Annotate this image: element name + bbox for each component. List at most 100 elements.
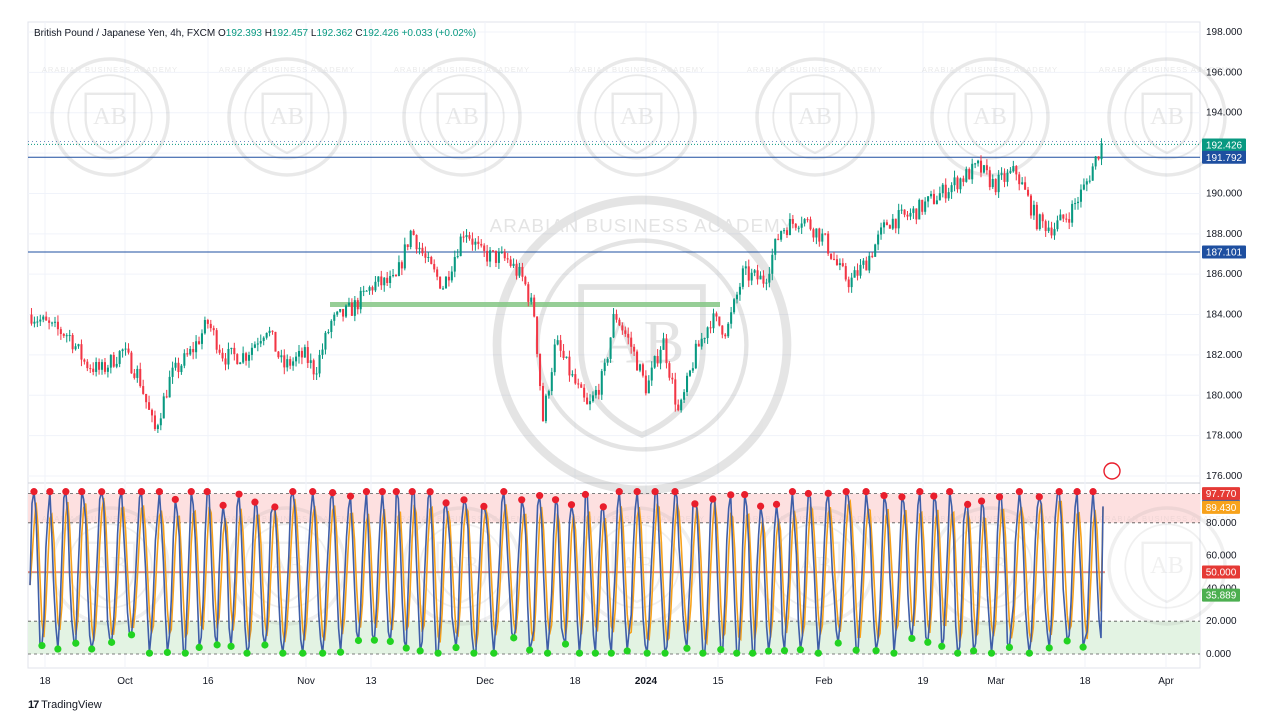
candle-body xyxy=(1088,180,1091,182)
candle-body xyxy=(1071,203,1074,223)
candle-body xyxy=(812,229,815,238)
overbought-dot xyxy=(219,501,227,509)
osc-tick-label: 0.000 xyxy=(1206,649,1231,660)
candle-body xyxy=(195,341,198,353)
time-tick-label: Dec xyxy=(476,676,494,687)
candle-body xyxy=(468,235,471,239)
candle-body xyxy=(56,321,59,330)
candle-body xyxy=(841,263,844,267)
price-tick-label: 180.000 xyxy=(1206,390,1243,401)
candle-body xyxy=(289,359,292,366)
candle-body xyxy=(750,272,753,281)
candle-body xyxy=(159,418,162,426)
candle-body xyxy=(186,353,189,355)
candle-body xyxy=(124,348,127,350)
candle-body xyxy=(239,362,242,365)
overbought-dot xyxy=(727,491,735,499)
candle-body xyxy=(1062,214,1065,219)
time-tick-label: Apr xyxy=(1158,676,1174,687)
seal-shield-icon xyxy=(964,92,1016,155)
oversold-dot xyxy=(699,649,707,657)
candle-body xyxy=(600,371,603,395)
oversold-dot xyxy=(181,649,189,657)
candle-body xyxy=(265,332,268,338)
candle-body xyxy=(400,262,403,269)
candle-body xyxy=(1000,173,1003,175)
seal-inner-ring xyxy=(67,74,153,160)
candle-body xyxy=(680,399,683,411)
candle-body xyxy=(671,377,674,380)
candle-body xyxy=(885,222,888,226)
candle-body xyxy=(932,193,935,204)
candle-body xyxy=(250,347,253,355)
candle-body xyxy=(724,334,727,337)
candle-body xyxy=(456,256,459,258)
candle-body xyxy=(815,228,818,238)
candle-body xyxy=(247,354,251,361)
seal-shield-icon xyxy=(789,92,841,155)
candle-body xyxy=(100,362,104,370)
price-axis-label-bg xyxy=(1202,150,1246,164)
overbought-dot xyxy=(408,488,416,496)
candle-body xyxy=(95,362,98,372)
candle-body xyxy=(403,244,406,269)
candle-body xyxy=(888,225,891,229)
osc-axis-label: 97.770 xyxy=(1206,489,1237,500)
candle-body xyxy=(259,341,262,344)
candle-body xyxy=(788,218,791,235)
candle-body xyxy=(189,348,192,355)
osc-axis-label: 50.000 xyxy=(1206,568,1237,579)
overbought-dot xyxy=(581,490,590,499)
candle-body xyxy=(691,368,694,371)
seal-name: ARABIAN BUSINESS ACADEMY xyxy=(569,65,705,74)
candle-body xyxy=(944,184,947,199)
candle-body xyxy=(715,313,718,317)
candle-body xyxy=(274,331,277,352)
candle-body xyxy=(271,330,274,332)
oversold-dot xyxy=(1063,637,1071,645)
candle-body xyxy=(330,320,333,332)
oversold-dot xyxy=(938,642,946,650)
candles-group xyxy=(30,138,1103,434)
overbought-dot xyxy=(916,488,924,496)
seal-name: ARABIAN BUSINESS ACADEMY xyxy=(219,65,355,74)
candle-body xyxy=(1074,203,1077,205)
candle-body xyxy=(832,258,836,260)
candle-body xyxy=(165,396,168,398)
candle-body xyxy=(36,321,39,323)
candle-body xyxy=(103,362,106,372)
seal-monogram: AB xyxy=(1150,103,1184,130)
overbought-dot xyxy=(615,488,623,496)
price-tick-label: 194.000 xyxy=(1206,108,1243,119)
overbought-dot xyxy=(271,503,279,511)
candle-body xyxy=(309,360,312,363)
candle-body xyxy=(347,302,350,306)
candle-body xyxy=(168,376,171,398)
time-tick-label: 18 xyxy=(39,676,51,687)
candle-body xyxy=(127,348,130,353)
candle-body xyxy=(462,236,465,238)
candle-body xyxy=(918,199,921,220)
overbought-dot xyxy=(235,490,243,498)
candle-body xyxy=(647,380,650,394)
candle-body xyxy=(1050,227,1053,236)
price-axis-label-bg xyxy=(1202,245,1246,259)
candle-body xyxy=(156,425,159,430)
candle-body xyxy=(459,236,462,257)
overbought-dot xyxy=(309,488,317,496)
tradingview-footer[interactable]: 17 TradingView xyxy=(28,699,102,711)
candle-body xyxy=(882,222,886,228)
candle-body xyxy=(489,250,492,262)
candle-body xyxy=(783,230,786,232)
oversold-dot xyxy=(852,646,860,654)
candle-body xyxy=(324,332,327,350)
candle-body xyxy=(30,314,33,324)
candle-body xyxy=(377,276,380,282)
candle-body xyxy=(148,402,151,410)
oversold-dot xyxy=(452,643,460,652)
osc-signal-dots xyxy=(30,488,1097,657)
oversold-dot xyxy=(1005,643,1014,652)
seal-shield-icon xyxy=(1141,92,1193,155)
candle-body xyxy=(638,364,642,371)
candle-body xyxy=(242,353,245,363)
